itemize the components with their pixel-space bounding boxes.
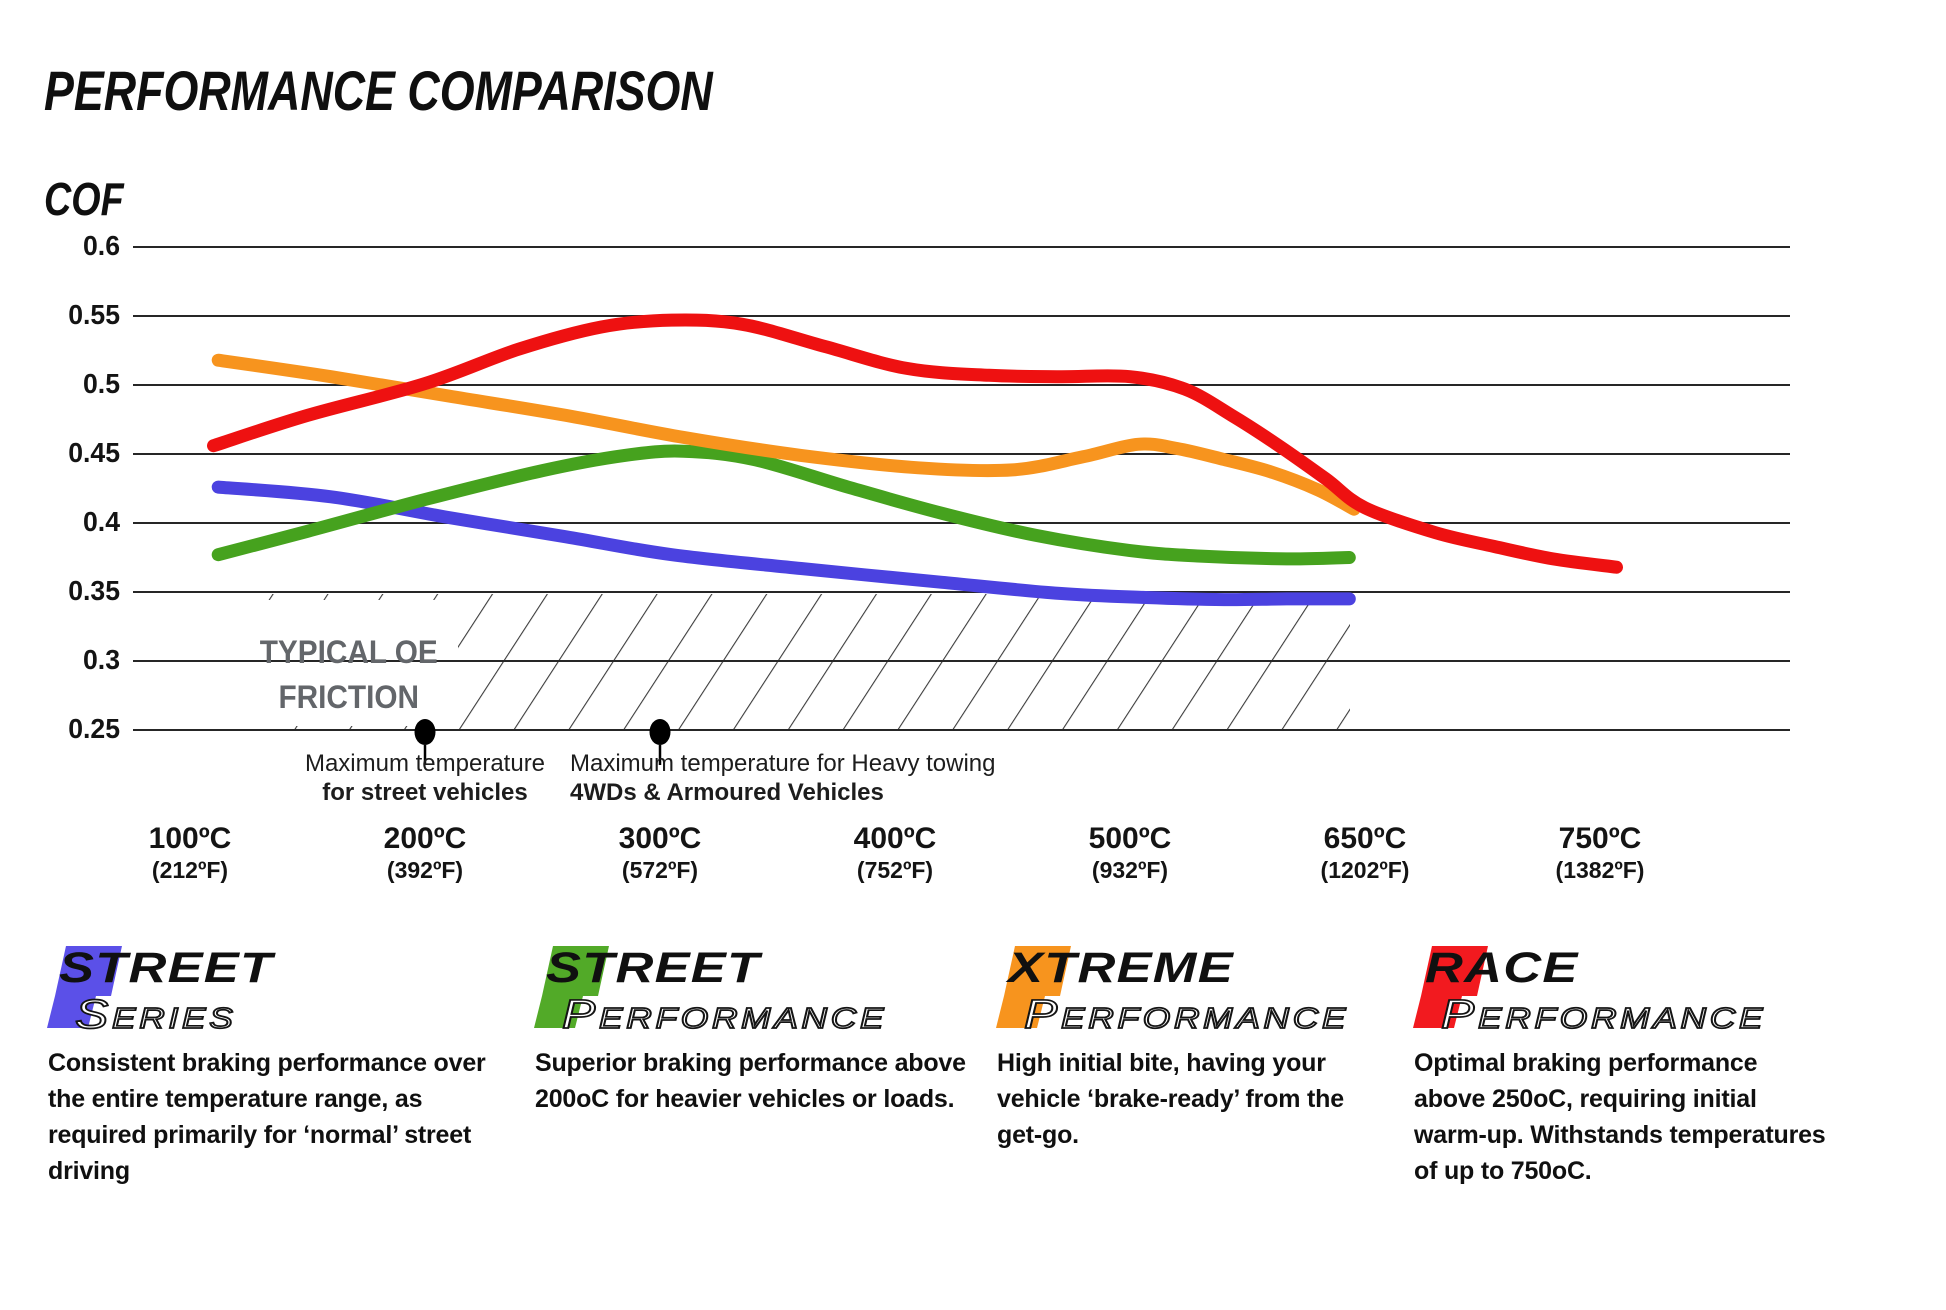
logo-4-tile-icon — [47, 946, 122, 1028]
series-line-street-performance — [211, 444, 1356, 566]
product-street-performance: STREET PERFORMANCE Superior braking perfor… — [533, 944, 969, 1113]
logo-word1: XTREME — [1008, 944, 1234, 992]
series-line-street-series — [211, 480, 1356, 607]
x-tick-label-100: 100ºC (212ºF) — [149, 822, 232, 884]
logo-word2-rest: ERFORMANCE — [598, 1002, 888, 1036]
brand-logo-race-performance: RACE PERFORMANCE — [1412, 944, 1832, 1044]
y-tick-label-0.3: 0.3 — [83, 644, 120, 675]
x-tick-fahrenheit: (932ºF) — [1091, 857, 1169, 883]
x-tick-celsius: 400ºC — [853, 822, 937, 855]
annotation-text-0: Maximum temperature for street vehicles — [305, 749, 545, 807]
x-tick-celsius: 300ºC — [618, 822, 702, 855]
x-tick-fahrenheit: (1202ºF) — [1320, 857, 1410, 883]
brand-logo-xtreme-performance: XTREME PERFORMANCE — [995, 944, 1357, 1044]
logo-word2-initial: S — [74, 990, 113, 1038]
x-tick-celsius: 750ºC — [1558, 822, 1642, 855]
y-tick-label-0.6: 0.6 — [83, 230, 120, 261]
product-street-series: STREET SERIES Consistent braking performan… — [46, 944, 498, 1185]
x-tick-label-650: 650ºC (1202ºF) — [1321, 822, 1410, 884]
annotation-dot-1 — [649, 719, 671, 745]
x-tick-label-500: 500ºC (932ºF) — [1089, 822, 1172, 884]
typical-oe-friction-label: TYPICAL OE FRICTION — [252, 630, 445, 720]
logo-word1: RACE — [1425, 944, 1579, 992]
logo-word2-rest: ERIES — [111, 1002, 237, 1036]
logo-4-tile-icon — [996, 946, 1071, 1028]
brand-logo-street-performance: STREET PERFORMANCE — [533, 944, 969, 1044]
page-title: PERFORMANCE COMPARISON — [44, 59, 713, 122]
logo-word2: PERFORMANCE — [1023, 990, 1350, 1038]
series-line-race-performance — [207, 313, 1623, 574]
logo-word2-initial: P — [1023, 990, 1062, 1038]
logo-word2: PERFORMANCE — [561, 990, 888, 1038]
x-tick-fahrenheit: (392ºF) — [386, 857, 464, 883]
annotation-line2: for street vehicles — [322, 779, 528, 806]
product-race-performance: RACE PERFORMANCE Optimal braking performan… — [1412, 944, 1832, 1185]
oe-label-line1: TYPICAL OE — [259, 634, 438, 670]
annotation-dot-0 — [414, 719, 436, 745]
oe-label-backdrop — [250, 600, 458, 726]
y-tick-label-0.4: 0.4 — [83, 506, 120, 537]
y-tick-label-0.25: 0.25 — [68, 713, 120, 744]
series-line-xtreme-performance — [211, 353, 1361, 516]
oe-label-line2: FRICTION — [278, 679, 419, 715]
logo-word2-initial: P — [561, 990, 600, 1038]
x-tick-celsius: 650ºC — [1323, 822, 1407, 855]
logo-4-tile-icon — [534, 946, 609, 1028]
x-tick-label-200: 200ºC (392ºF) — [384, 822, 467, 884]
product-description: High initial bite, having your vehicle ‘… — [997, 1049, 1344, 1149]
y-tick-label-0.45: 0.45 — [68, 437, 120, 468]
logo-word2-rest: ERFORMANCE — [1060, 1002, 1350, 1036]
annotation-line2: 4WDs & Armoured Vehicles — [570, 779, 884, 806]
x-tick-label-300: 300ºC (572ºF) — [619, 822, 702, 884]
product-description: Superior braking performance above 200oC… — [535, 1049, 966, 1113]
x-tick-label-400: 400ºC (752ºF) — [854, 822, 937, 884]
logo-word2-rest: ERFORMANCE — [1477, 1002, 1767, 1036]
x-tick-fahrenheit: (212ºF) — [151, 857, 229, 883]
x-tick-celsius: 100ºC — [148, 822, 232, 855]
y-axis-title: COF — [44, 173, 124, 225]
product-description: Consistent braking performance over the … — [48, 1049, 486, 1185]
x-tick-celsius: 500ºC — [1088, 822, 1172, 855]
x-tick-fahrenheit: (572ºF) — [621, 857, 699, 883]
annotation-text-1: Maximum temperature for Heavy towing 4WDs… — [570, 749, 995, 807]
x-tick-fahrenheit: (752ºF) — [856, 857, 934, 883]
y-tick-label-0.55: 0.55 — [68, 299, 120, 330]
y-tick-label-0.5: 0.5 — [83, 368, 120, 399]
x-tick-fahrenheit: (1382ºF) — [1555, 857, 1645, 883]
logo-word1: STREET — [59, 944, 274, 992]
brand-logo-street-series: STREET SERIES — [46, 944, 498, 1044]
x-tick-celsius: 200ºC — [383, 822, 467, 855]
logo-4-tile-icon — [1413, 946, 1488, 1028]
annotation-line1: Maximum temperature — [304, 750, 546, 777]
logo-word2: SERIES — [74, 990, 237, 1038]
product-xtreme-performance: XTREME PERFORMANCE High initial bite, havi… — [995, 944, 1357, 1149]
logo-word2-initial: P — [1440, 990, 1479, 1038]
x-tick-label-750: 750ºC (1382ºF) — [1556, 822, 1645, 884]
logo-word1: STREET — [546, 944, 761, 992]
annotation-line1: Maximum temperature for Heavy towing — [570, 750, 996, 777]
logo-word2: PERFORMANCE — [1440, 990, 1767, 1038]
y-tick-label-0.35: 0.35 — [68, 575, 120, 606]
product-description: Optimal braking performance above 250oC,… — [1414, 1049, 1826, 1185]
